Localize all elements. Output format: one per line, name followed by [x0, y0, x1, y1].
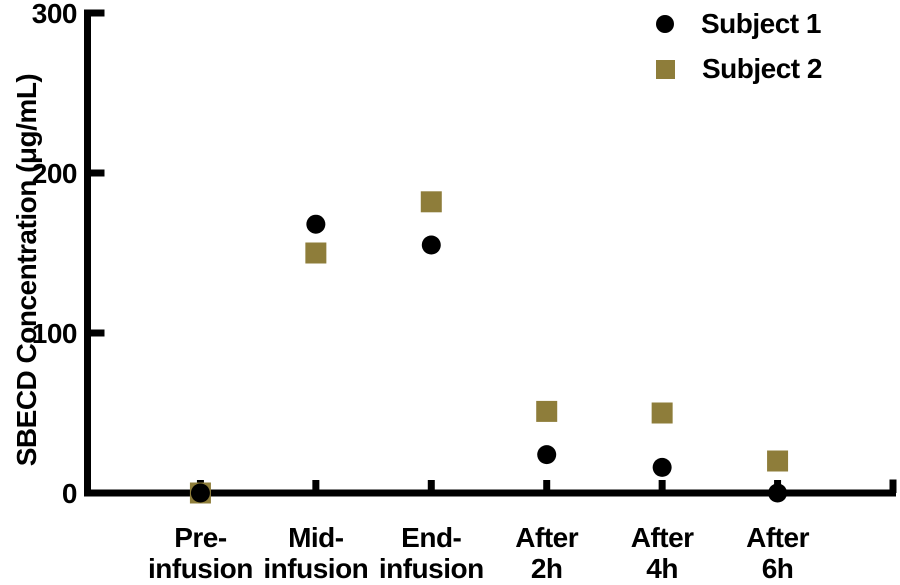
data-point-subject-2: [536, 400, 558, 422]
y-tick-label: 100: [31, 317, 78, 349]
x-category-label-line: After: [746, 522, 809, 553]
x-category-label-line: After: [515, 522, 579, 553]
legend-label: Subject 2: [702, 53, 822, 84]
x-category-label-line: End-: [401, 522, 462, 553]
y-tick-label: 200: [31, 157, 78, 189]
x-category-label: Pre-infusion: [125, 522, 275, 584]
legend-label: Subject 1: [701, 8, 821, 39]
x-category-label-line: 2h: [530, 553, 563, 584]
x-category-label-line: 4h: [646, 553, 678, 584]
x-category-label: After 6h: [703, 522, 853, 584]
x-category-label-line: 6h: [761, 553, 794, 584]
data-point-subject-1: [306, 214, 326, 234]
x-category-label: After 2h: [472, 522, 622, 584]
y-tick-label: 0: [61, 477, 78, 509]
x-category-label-line: infusion: [378, 553, 484, 584]
x-category-label: End-infusion: [356, 522, 506, 584]
data-point-subject-1: [537, 445, 557, 465]
data-point-subject-1: [652, 457, 672, 477]
data-point-subject-2: [420, 191, 442, 213]
data-point-subject-2: [651, 402, 673, 424]
legend-item-subject-1: Subject 1: [648, 8, 822, 39]
x-category-label: After 4h: [587, 522, 737, 584]
data-point-subject-2: [767, 450, 789, 472]
x-category-label-line: Mid-: [288, 522, 344, 553]
data-point-subject-2: [305, 242, 327, 264]
x-category-label: Mid-infusion: [241, 522, 391, 584]
legend-item-subject-2: Subject 2: [648, 53, 822, 84]
x-category-label-line: Pre-: [174, 522, 227, 553]
subject-2-square-icon: [656, 59, 675, 79]
x-category-label-line: infusion: [263, 553, 369, 584]
x-category-label-line: After: [630, 522, 694, 553]
y-tick-label: 300: [31, 0, 78, 29]
x-category-label-line: infusion: [147, 553, 253, 584]
legend: Subject 1 Subject 2: [648, 8, 822, 99]
subject-1-circle-icon: [656, 15, 674, 33]
data-point-subject-1: [768, 483, 788, 503]
data-point-subject-1: [190, 483, 210, 503]
data-point-subject-1: [421, 235, 441, 255]
